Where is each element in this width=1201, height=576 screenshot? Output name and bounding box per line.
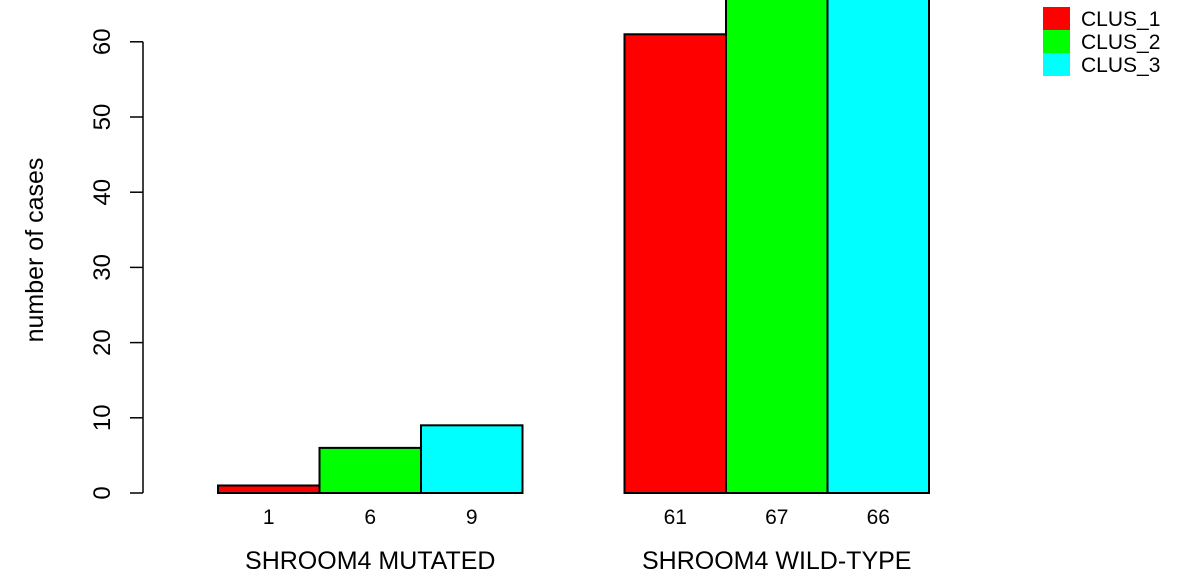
bar-value-label: 1 bbox=[263, 506, 275, 529]
bar bbox=[725, 0, 829, 494]
bar bbox=[420, 424, 524, 495]
y-tick-label: 40 bbox=[89, 179, 116, 206]
legend-label: CLUS_1 bbox=[1081, 8, 1160, 31]
legend-swatch bbox=[1043, 30, 1070, 53]
y-tick-label: 10 bbox=[89, 404, 116, 431]
legend-swatch bbox=[1043, 53, 1070, 76]
bars bbox=[217, 0, 930, 495]
bar-value-label: 61 bbox=[664, 506, 687, 529]
legend-label: CLUS_3 bbox=[1081, 54, 1160, 77]
y-tick-label: 20 bbox=[89, 329, 116, 356]
bar-value-labels: 1 6 9 61 67 66 bbox=[263, 506, 890, 529]
group-label: SHROOM4 MUTATED bbox=[245, 547, 495, 575]
y-axis: 0 10 20 30 40 50 60 bbox=[89, 28, 144, 500]
y-tick-label: 60 bbox=[89, 28, 116, 55]
bar bbox=[318, 446, 422, 495]
bar-value-label: 67 bbox=[765, 506, 788, 529]
group-labels: SHROOM4 MUTATED SHROOM4 WILD-TYPE bbox=[245, 547, 911, 575]
bar bbox=[217, 484, 321, 495]
y-axis-label: number of cases bbox=[21, 158, 49, 343]
legend-label: CLUS_2 bbox=[1081, 31, 1160, 54]
bar bbox=[623, 33, 727, 494]
bar-value-label: 6 bbox=[364, 506, 376, 529]
bar-value-label: 9 bbox=[466, 506, 478, 529]
legend-swatch bbox=[1043, 7, 1070, 30]
y-tick-label: 30 bbox=[89, 254, 116, 281]
group-label: SHROOM4 WILD-TYPE bbox=[642, 547, 911, 575]
y-tick-label: 50 bbox=[89, 104, 116, 131]
bar-value-label: 66 bbox=[867, 506, 890, 529]
bar bbox=[826, 0, 930, 495]
y-tick-label: 0 bbox=[89, 486, 116, 499]
